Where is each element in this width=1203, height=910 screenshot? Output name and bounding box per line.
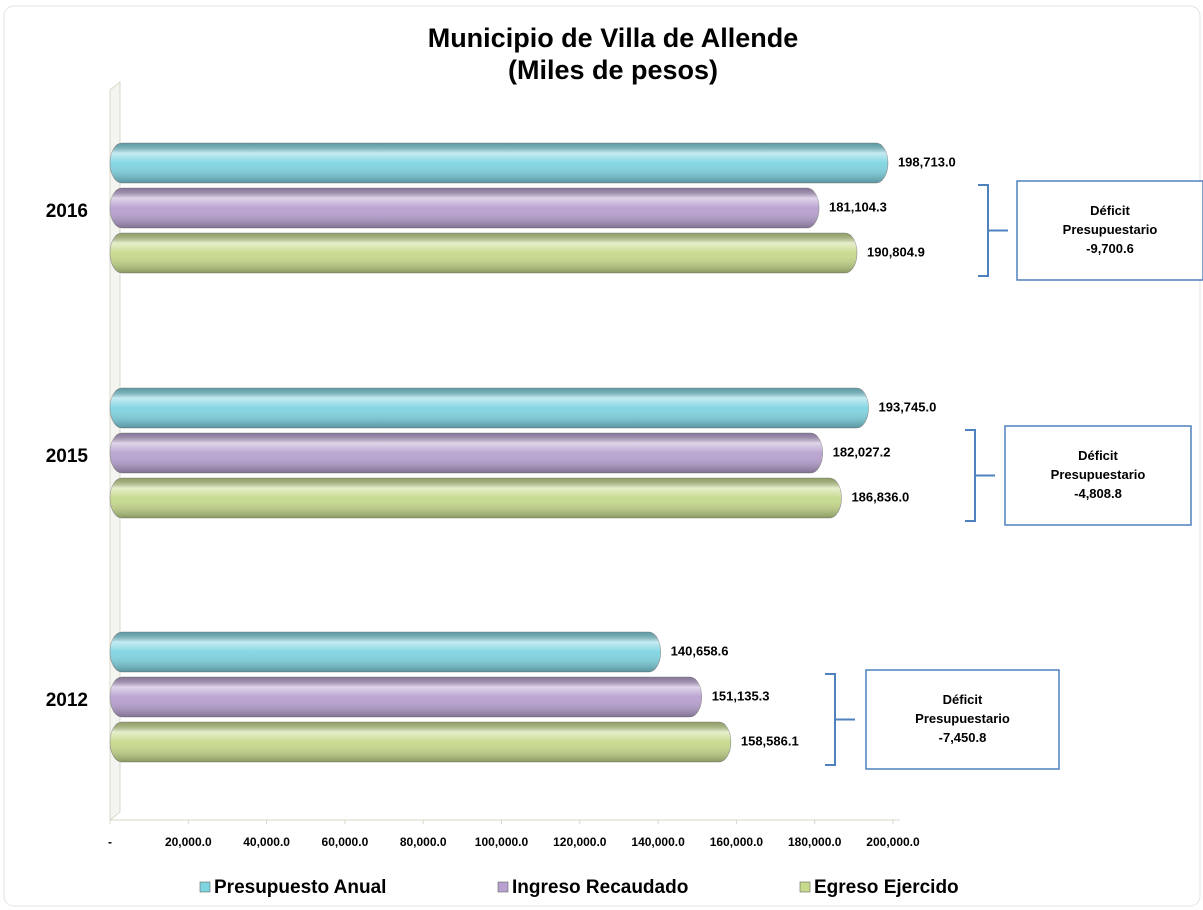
bar-shine xyxy=(110,388,869,428)
legend-label: Egreso Ejercido xyxy=(814,877,959,898)
value-label: 181,104.3 xyxy=(829,199,887,214)
bracket xyxy=(978,184,1008,277)
x-tick-label: 160,000.0 xyxy=(710,835,764,849)
value-label: 186,836.0 xyxy=(851,489,909,504)
x-tick-label: 80,000.0 xyxy=(400,835,447,849)
x-tick-label: - xyxy=(108,835,112,849)
annotation-title: Déficit xyxy=(943,692,983,707)
x-tick-label: 180,000.0 xyxy=(788,835,842,849)
bar-shine xyxy=(110,478,842,518)
bar-shine xyxy=(110,233,858,273)
value-label: 151,135.3 xyxy=(712,688,770,703)
annotation-subtitle: Presupuestario xyxy=(1063,222,1158,237)
x-tick-label: 140,000.0 xyxy=(631,835,685,849)
x-tick-label: 100,000.0 xyxy=(475,835,529,849)
x-tick-label: 120,000.0 xyxy=(553,835,607,849)
legend-swatch xyxy=(199,881,211,893)
bracket xyxy=(825,673,855,766)
chart-subtitle: (Miles de pesos) xyxy=(508,55,718,85)
category-label: 2012 xyxy=(46,690,88,711)
annotation-subtitle: Presupuestario xyxy=(915,711,1010,726)
value-label: 140,658.6 xyxy=(671,643,729,658)
annotation-title: Déficit xyxy=(1090,203,1130,218)
legend-swatch xyxy=(799,881,811,893)
annotation-value: -9,700.6 xyxy=(1086,241,1134,256)
value-label: 182,027.2 xyxy=(833,444,891,459)
x-tick-label: 60,000.0 xyxy=(322,835,369,849)
x-tick-label: 40,000.0 xyxy=(243,835,290,849)
annotation-box xyxy=(1016,180,1203,281)
bar-shine xyxy=(110,632,661,672)
annotation-subtitle: Presupuestario xyxy=(1051,467,1146,482)
value-label: 190,804.9 xyxy=(867,244,925,259)
legend-swatch xyxy=(497,881,509,893)
bar-shine xyxy=(110,433,823,473)
value-label: 158,586.1 xyxy=(741,733,799,748)
bar-shine xyxy=(110,143,888,183)
category-label: 2016 xyxy=(46,201,88,222)
bar-shine xyxy=(110,677,702,717)
category-label: 2015 xyxy=(46,446,89,467)
chart-title: Municipio de Villa de Allende xyxy=(428,23,799,53)
bar-shine xyxy=(110,188,820,228)
legend-label: Presupuesto Anual xyxy=(214,877,386,898)
annotation-value: -7,450.8 xyxy=(939,730,987,745)
annotation-title: Déficit xyxy=(1078,448,1118,463)
value-label: 198,713.0 xyxy=(898,154,956,169)
value-label: 193,745.0 xyxy=(879,399,937,414)
x-tick-label: 200,000.0 xyxy=(866,835,920,849)
x-tick-label: 20,000.0 xyxy=(165,835,212,849)
annotation-value: -4,808.8 xyxy=(1074,486,1122,501)
bracket xyxy=(965,429,995,522)
legend-label: Ingreso Recaudado xyxy=(512,877,688,898)
annotation-box xyxy=(865,669,1060,770)
annotation-box xyxy=(1004,425,1192,526)
bar-shine xyxy=(110,722,731,762)
